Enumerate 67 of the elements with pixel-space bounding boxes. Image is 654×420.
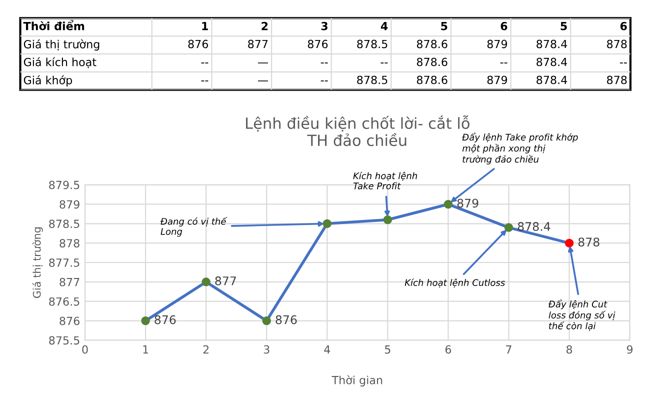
y-tick-label: 875.5 [49,336,80,345]
text: -- [201,62,208,64]
text: — [258,62,268,64]
x-tick-label: 6 [445,345,452,354]
x-tick-label: 4 [380,22,388,30]
x-tick-label: 2 [262,22,268,30]
annotation: Đẩy lệnh Take profit khớp một phần xong thị trường đảo chiều [462,132,578,164]
y-tick-label: 877.5 [49,258,80,267]
text: -- [500,62,508,64]
text: — [258,80,268,82]
x-tick-label: 5 [385,345,390,354]
x-axis-title: Thời gian [332,375,382,386]
text: 878.4 [536,58,568,66]
text: 878.6 [416,58,448,66]
data-label: 876 [154,315,176,324]
text: 879 [487,40,508,48]
data-label: 878 [578,238,600,246]
y-axis-title: Thời điểm [23,20,84,30]
x-tick-label: 5 [441,22,448,30]
x-tick-label: 4 [324,345,330,354]
text: 878.5 [357,40,388,48]
text: 878.4 [536,76,568,84]
x-tick-label: 1 [143,345,148,354]
text: -- [201,80,208,82]
x-tick-label: 9 [626,345,633,354]
x-tick-label: 6 [500,22,508,30]
y-tick-label: 879 [60,200,80,209]
y-tick-label: 877 [60,278,80,286]
x-tick-label: 3 [321,22,328,30]
x-tick-label: 5 [560,22,567,30]
text: 879 [487,76,508,84]
y-tick-label: 878 [60,239,80,248]
data-label: 876 [276,315,297,324]
data-label: 879 [457,198,478,208]
text: -- [620,62,627,64]
annotation: Kích hoạt lệnh Take Profit [353,172,418,190]
y-tick-label: Giá kích hoạt [24,57,96,68]
y-tick-label: 879.5 [49,180,80,190]
text: 878.6 [416,40,448,48]
x-tick-label: 0 [82,345,88,354]
x-tick-label: 1 [202,22,208,30]
text: 878 [607,76,627,84]
data-label: 878.4 [518,222,550,231]
y-tick-label: 876.5 [49,297,80,306]
y-tick-label: Giá khớp [24,75,72,86]
text: -- [320,80,328,82]
annotation: Kích hoạt lệnh Cutloss [404,278,505,288]
text: -- [320,62,328,64]
text: -- [380,62,388,64]
x-tick-label: 3 [264,345,270,354]
text: 878.4 [536,40,568,48]
annotation: Đang có vị thế Long [160,217,228,237]
y-tick-label: 878.5 [49,220,80,228]
x-tick-label: 7 [506,345,512,354]
text: 878.5 [357,76,388,84]
data-label: 877 [215,276,236,286]
x-tick-label: 6 [620,22,627,30]
text: 876 [188,40,208,48]
text: 878 [607,40,627,48]
x-tick-label: 2 [203,345,209,354]
y-tick-label: 876 [60,316,80,326]
text: 877 [248,40,268,48]
y-tick-label: Giá thị trường [24,39,100,51]
x-tick-label: 8 [566,345,572,354]
text: 876 [308,40,328,48]
text: 878.6 [416,76,448,84]
annotation: Đẩy lệnh Cut loss đóng số vị thế còn lại [548,300,616,331]
